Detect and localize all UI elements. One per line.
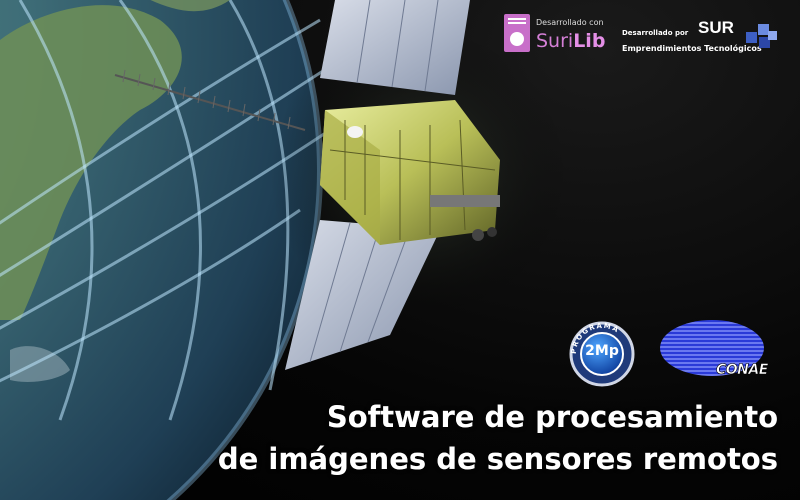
solar-panel-top (320, 0, 470, 95)
sur-cube-icon (746, 24, 777, 48)
sur-caption: Desarrollado por (622, 29, 689, 37)
solar-panel-bottom (285, 220, 440, 370)
programa-2mp-emblem: PROGRAMA (569, 321, 635, 387)
surilib-name-part2: Lib (573, 30, 606, 52)
headline-line-1: Software de procesamiento (218, 396, 778, 438)
conae-logo: CONAE (656, 318, 769, 386)
surilib-name-part1: Suri (536, 30, 574, 52)
sur-logo: Desarrollado por SUR Emprendimientos Tec… (622, 18, 782, 60)
programa-2mp-label: 2Mp (585, 343, 619, 359)
surilib-logo: Desarrollado con SuriLib (504, 12, 605, 58)
splash-headline: Software de procesamiento de imágenes de… (218, 396, 778, 480)
surilib-name: SuriLib (536, 30, 605, 52)
sur-subtitle: Emprendimientos Tecnológicos (622, 44, 762, 53)
headline-line-2: de imágenes de sensores remotos (218, 438, 778, 480)
conae-oval-emblem (660, 320, 764, 376)
surilib-caption: Desarrollado con (536, 18, 604, 27)
sur-name: SUR (698, 18, 734, 37)
conae-label: CONAE (716, 362, 769, 379)
programa-2mp-logo: PROGRAMA 2Mp (566, 318, 638, 390)
surilib-badge-icon (504, 14, 530, 52)
satellite-body (320, 100, 500, 245)
